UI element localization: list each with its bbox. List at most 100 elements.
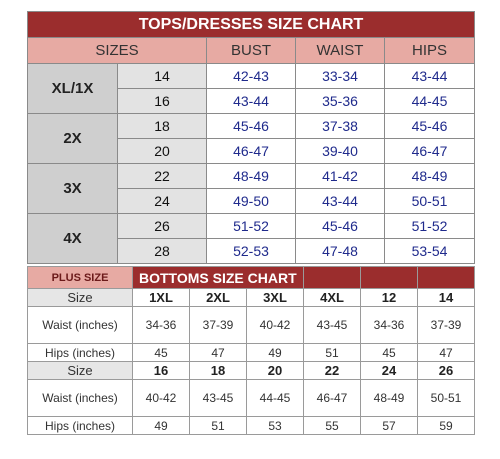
waist-cell: 43-45 xyxy=(303,306,362,344)
size-cell: 2XL xyxy=(189,288,247,307)
waist-cell: 37-39 xyxy=(417,306,476,344)
hips-cell: 45 xyxy=(132,343,190,362)
hips-value: 50-51 xyxy=(383,188,476,214)
hips-cell: 45 xyxy=(360,343,419,362)
waist-value: 35-36 xyxy=(295,88,385,114)
size-cell: 3XL xyxy=(245,288,305,307)
hips-cell: 47 xyxy=(189,343,247,362)
hips-cell: 53 xyxy=(245,416,305,435)
header-sizes: SIZES xyxy=(27,37,207,64)
table-row: XL/1X 14 42-43 33-34 43-44 xyxy=(27,63,476,114)
hips-row-label: Hips (inches) xyxy=(27,343,133,362)
waist-cell: 37-39 xyxy=(189,306,247,344)
hips-value: 43-44 xyxy=(383,63,476,89)
size-row-label: Size xyxy=(27,288,133,307)
hips-cell: 59 xyxy=(417,416,476,435)
waist-cell: 48-49 xyxy=(360,379,419,417)
title-band xyxy=(417,266,476,289)
tops-chart-title: TOPS/DRESSES SIZE CHART xyxy=(26,11,476,38)
hips-cell: 47 xyxy=(417,343,476,362)
bottoms-size-chart-table: PLUS SIZE BOTTOMS SIZE CHART Size 1XL 2X… xyxy=(27,266,476,435)
waist-cell: 43-45 xyxy=(189,379,247,417)
size-cell: 22 xyxy=(303,361,362,380)
plus-size-label: PLUS SIZE xyxy=(27,266,133,289)
hips-cell: 49 xyxy=(245,343,305,362)
waist-value: 37-38 xyxy=(295,113,385,139)
size-number: 18 xyxy=(117,113,207,139)
waist-cell: 50-51 xyxy=(417,379,476,417)
bust-value: 52-53 xyxy=(206,238,296,264)
size-number: 16 xyxy=(117,88,207,114)
waist-cell: 46-47 xyxy=(303,379,362,417)
size-number: 22 xyxy=(117,163,207,189)
size-cell: 14 xyxy=(417,288,476,307)
waist-value: 41-42 xyxy=(295,163,385,189)
size-cell: 4XL xyxy=(303,288,362,307)
table-row: 3X 22 48-49 41-42 48-49 xyxy=(27,163,476,214)
table-row: Waist (inches) 40-42 43-45 44-45 46-47 4… xyxy=(27,379,476,417)
size-number: 26 xyxy=(117,213,207,239)
size-group-label: 3X xyxy=(27,163,118,214)
waist-cell: 40-42 xyxy=(132,379,190,417)
waist-row-label: Waist (inches) xyxy=(27,379,133,417)
table-row: Size 16 18 20 22 24 26 xyxy=(27,361,476,380)
hips-value: 44-45 xyxy=(383,88,476,114)
hips-cell: 57 xyxy=(360,416,419,435)
hips-value: 46-47 xyxy=(383,138,476,164)
size-cell: 26 xyxy=(417,361,476,380)
waist-cell: 44-45 xyxy=(245,379,305,417)
size-number: 24 xyxy=(117,188,207,214)
header-hips: HIPS xyxy=(383,37,476,64)
waist-value: 43-44 xyxy=(295,188,385,214)
table-row: Size 1XL 2XL 3XL 4XL 12 14 xyxy=(27,288,476,307)
bust-value: 51-52 xyxy=(206,213,296,239)
table-row: 20 46-47 39-40 46-47 xyxy=(28,138,476,164)
size-group-label: XL/1X xyxy=(27,63,118,114)
tops-size-chart-table: TOPS/DRESSES SIZE CHART SIZES BUST WAIST… xyxy=(26,11,476,264)
bust-value: 48-49 xyxy=(206,163,296,189)
hips-cell: 49 xyxy=(132,416,190,435)
size-row-label: Size xyxy=(27,361,133,380)
table-row: 16 43-44 35-36 44-45 xyxy=(28,88,476,114)
size-number: 28 xyxy=(117,238,207,264)
size-group-label: 4X xyxy=(27,213,118,264)
size-cell: 24 xyxy=(360,361,419,380)
size-cell: 12 xyxy=(360,288,419,307)
hips-value: 51-52 xyxy=(383,213,476,239)
table-row: 28 52-53 47-48 53-54 xyxy=(28,238,476,264)
table-row: Hips (inches) 49 51 53 55 57 59 xyxy=(27,416,476,435)
table-row: 24 49-50 43-44 50-51 xyxy=(28,188,476,214)
title-band xyxy=(360,266,419,289)
bust-value: 49-50 xyxy=(206,188,296,214)
size-cell: 18 xyxy=(189,361,247,380)
hips-cell: 51 xyxy=(189,416,247,435)
bust-value: 46-47 xyxy=(206,138,296,164)
table-row: 2X 18 45-46 37-38 45-46 xyxy=(27,113,476,164)
size-cell: 20 xyxy=(245,361,305,380)
hips-cell: 51 xyxy=(303,343,362,362)
waist-value: 39-40 xyxy=(295,138,385,164)
waist-value: 47-48 xyxy=(295,238,385,264)
table-row: Waist (inches) 34-36 37-39 40-42 43-45 3… xyxy=(27,306,476,344)
waist-value: 45-46 xyxy=(295,213,385,239)
waist-value: 33-34 xyxy=(295,63,385,89)
hips-row-label: Hips (inches) xyxy=(27,416,133,435)
hips-value: 48-49 xyxy=(383,163,476,189)
size-number: 14 xyxy=(117,63,207,89)
size-chart: TOPS/DRESSES SIZE CHART SIZES BUST WAIST… xyxy=(26,11,476,435)
bust-value: 43-44 xyxy=(206,88,296,114)
title-band xyxy=(303,266,362,289)
bust-value: 45-46 xyxy=(206,113,296,139)
waist-cell: 40-42 xyxy=(245,306,305,344)
hips-value: 45-46 xyxy=(383,113,476,139)
size-cell: 1XL xyxy=(132,288,190,307)
table-row: Hips (inches) 45 47 49 51 45 47 xyxy=(27,343,476,362)
bottoms-chart-title: BOTTOMS SIZE CHART xyxy=(131,266,304,289)
waist-row-label: Waist (inches) xyxy=(27,306,133,344)
size-group-label: 2X xyxy=(27,113,118,164)
table-row: 4X 26 51-52 45-46 51-52 xyxy=(27,213,476,264)
header-bust: BUST xyxy=(206,37,296,64)
header-waist: WAIST xyxy=(295,37,385,64)
size-number: 20 xyxy=(117,138,207,164)
waist-cell: 34-36 xyxy=(132,306,190,344)
